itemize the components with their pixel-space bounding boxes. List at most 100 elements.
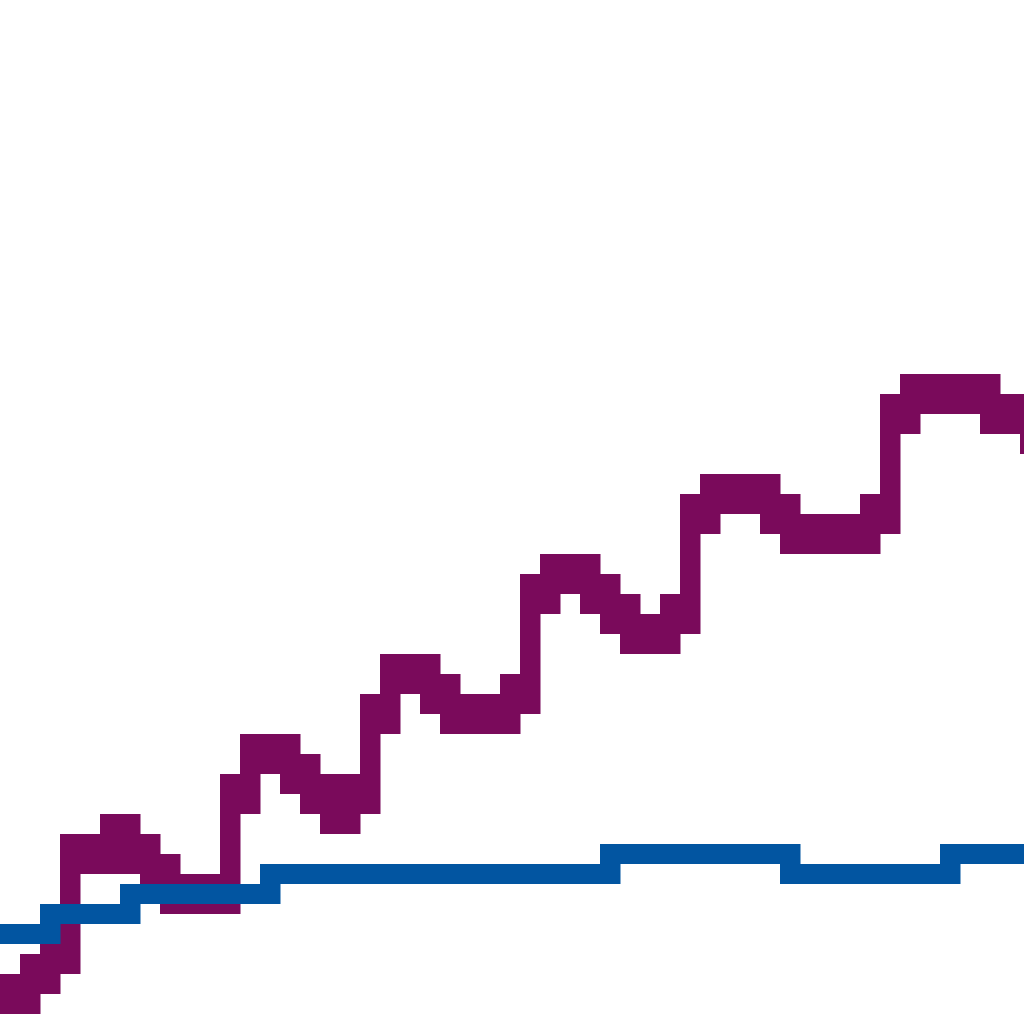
series-1-point: [460, 694, 481, 734]
series-1-point: [920, 374, 941, 414]
series-2-point: [180, 884, 201, 904]
series-2-point: [300, 864, 321, 884]
series-2-point: [120, 884, 141, 924]
series-1-point: [400, 654, 421, 694]
series-1-point: [300, 754, 321, 814]
series-2-point: [640, 844, 661, 864]
series-1-point: [980, 374, 1001, 434]
series-2-point: [620, 844, 641, 864]
series-1-point: [700, 474, 721, 534]
series-2-point: [320, 864, 341, 884]
series-2-point: [900, 864, 921, 884]
series-1-point: [120, 814, 141, 874]
series-1-point: [560, 554, 581, 594]
series-2-point: [1000, 844, 1021, 864]
series-1-point: [0, 974, 21, 1014]
series-1-point: [440, 674, 461, 734]
series-1-point: [540, 554, 561, 614]
series-2-point: [860, 864, 881, 884]
series-2-point: [400, 864, 421, 884]
series-2-point: [40, 904, 61, 944]
series-2-point: [220, 884, 241, 904]
series-2-point: [980, 844, 1001, 864]
series-1-point: [820, 514, 841, 554]
series-1-point: [1000, 394, 1021, 434]
series-1-point: [760, 474, 781, 534]
series-2-point: [1020, 844, 1024, 864]
series-1-point: [880, 394, 901, 534]
series-2-point: [760, 844, 781, 864]
series-2-point: [460, 864, 481, 884]
series-2-point: [200, 884, 221, 904]
series-2-point: [20, 924, 41, 944]
series-2-point: [0, 924, 21, 944]
series-1-point: [480, 694, 501, 734]
series-2-point: [260, 864, 281, 904]
series-1-line: [0, 374, 1024, 1014]
series-2-point: [960, 844, 981, 864]
series-2-point: [880, 864, 901, 884]
series-2-point: [580, 864, 601, 884]
series-2-point: [160, 884, 181, 904]
series-2-point: [60, 904, 81, 924]
series-2-point: [440, 864, 461, 884]
series-2-point: [140, 884, 161, 904]
series-1-point: [720, 474, 741, 514]
series-2-point: [480, 864, 501, 884]
series-layer: [0, 374, 1024, 1014]
series-2-point: [840, 864, 861, 884]
series-2-point: [740, 844, 761, 864]
series-1-point: [280, 734, 301, 794]
series-1-point: [260, 734, 281, 774]
series-2-point: [420, 864, 441, 884]
series-1-point: [580, 554, 601, 614]
series-1-point: [960, 374, 981, 414]
series-1-point: [520, 574, 541, 714]
series-1-point: [800, 514, 821, 554]
series-1-point: [100, 814, 121, 874]
series-1-point: [320, 774, 341, 834]
series-1-point: [780, 494, 801, 554]
series-1-point: [1020, 394, 1024, 454]
series-2-point: [280, 864, 301, 884]
series-2-point: [540, 864, 561, 884]
series-2-point: [340, 864, 361, 884]
series-2-point: [700, 844, 721, 864]
series-1-point: [140, 834, 161, 894]
series-1-point: [640, 614, 661, 654]
series-1-point: [860, 494, 881, 554]
series-1-point: [220, 774, 241, 914]
series-2-point: [380, 864, 401, 884]
series-2-point: [560, 864, 581, 884]
series-2-point: [780, 844, 801, 884]
series-2-point: [720, 844, 741, 864]
series-1-point: [20, 954, 41, 1014]
series-1-point: [900, 374, 921, 434]
series-1-point: [740, 474, 761, 514]
series-1-point: [340, 774, 361, 834]
series-2-point: [100, 904, 121, 924]
series-2-point: [940, 844, 961, 884]
series-2-point: [920, 864, 941, 884]
series-1-point: [360, 694, 381, 814]
series-1-point: [420, 654, 441, 714]
series-1-point: [940, 374, 961, 414]
series-2-point: [820, 864, 841, 884]
series-2-point: [500, 864, 521, 884]
series-1-point: [500, 674, 521, 734]
series-2-point: [520, 864, 541, 884]
series-2-point: [80, 904, 101, 924]
series-1-point: [240, 734, 261, 814]
series-1-point: [80, 834, 101, 874]
series-2-point: [600, 844, 621, 884]
series-1-point: [840, 514, 861, 554]
series-2-line: [0, 844, 1024, 944]
series-2-point: [360, 864, 381, 884]
series-1-point: [680, 494, 701, 634]
series-1-point: [620, 594, 641, 654]
series-2-point: [680, 844, 701, 864]
series-1-point: [40, 934, 61, 994]
series-1-point: [600, 574, 621, 634]
